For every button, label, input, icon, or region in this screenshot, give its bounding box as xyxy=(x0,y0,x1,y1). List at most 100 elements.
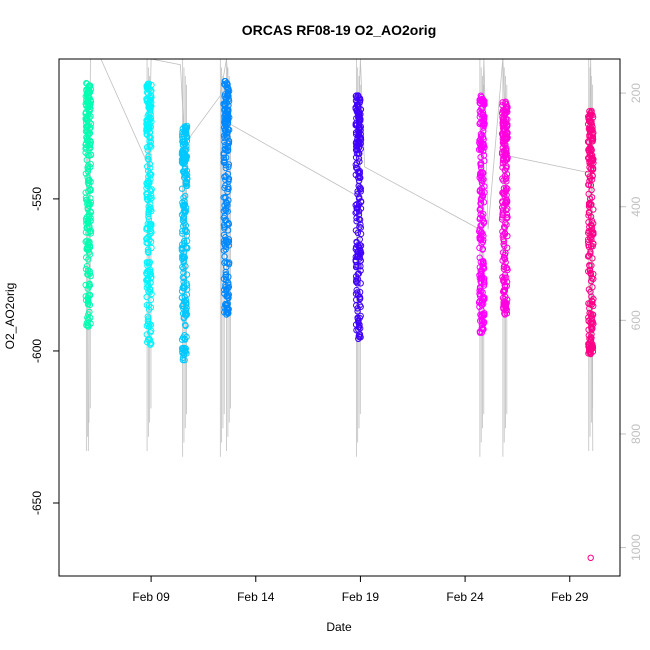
data-point xyxy=(223,293,230,300)
data-point xyxy=(478,93,485,101)
data-point xyxy=(147,321,155,329)
data-point xyxy=(148,143,155,150)
data-point xyxy=(84,165,92,173)
data-point xyxy=(502,151,509,158)
data-point xyxy=(144,246,152,253)
data-point xyxy=(145,213,152,220)
data-point xyxy=(480,219,488,227)
data-point xyxy=(83,96,90,103)
data-point xyxy=(82,229,90,236)
data-point xyxy=(590,270,597,278)
data-point xyxy=(85,201,92,208)
data-point xyxy=(500,265,508,273)
data-point xyxy=(590,302,597,310)
data-point xyxy=(589,311,597,318)
series-5 xyxy=(352,92,365,342)
data-point xyxy=(145,203,152,210)
data-point xyxy=(356,333,363,341)
data-point xyxy=(479,177,486,185)
data-point xyxy=(222,102,229,110)
data-point xyxy=(83,126,90,133)
data-point xyxy=(183,271,191,278)
data-point xyxy=(180,237,188,245)
data-point xyxy=(224,120,231,128)
data-point xyxy=(588,145,595,153)
data-point xyxy=(354,308,361,315)
data-point xyxy=(178,185,186,192)
data-point xyxy=(355,201,363,208)
data-point xyxy=(184,175,191,182)
data-point xyxy=(504,244,511,252)
data-point xyxy=(481,183,488,190)
data-point xyxy=(225,161,233,168)
data-point xyxy=(83,90,91,97)
data-point xyxy=(480,278,488,286)
data-point xyxy=(357,230,365,238)
series-4 xyxy=(220,78,233,318)
data-point xyxy=(82,254,90,261)
data-point xyxy=(87,195,94,202)
data-point xyxy=(83,80,91,88)
data-point xyxy=(500,305,507,313)
data-point xyxy=(480,152,488,159)
data-point xyxy=(179,245,186,253)
data-point xyxy=(477,153,484,161)
data-point xyxy=(589,138,596,145)
data-point xyxy=(356,170,363,177)
data-point xyxy=(586,223,593,231)
data-point xyxy=(588,324,595,332)
data-point xyxy=(357,205,365,212)
data-point xyxy=(85,271,92,279)
data-point xyxy=(480,232,487,240)
data-point xyxy=(146,160,154,168)
data-point xyxy=(353,302,360,309)
data-point xyxy=(224,227,232,234)
plot-frame xyxy=(58,58,621,577)
data-point xyxy=(224,134,231,141)
data-point xyxy=(144,144,151,151)
data-point xyxy=(501,251,509,259)
data-point xyxy=(83,246,90,253)
data-point xyxy=(476,235,483,243)
data-point xyxy=(183,146,190,153)
data-point xyxy=(224,208,231,215)
data-point xyxy=(586,335,593,343)
data-point xyxy=(479,141,486,148)
data-point xyxy=(476,299,483,306)
data-point xyxy=(478,275,486,282)
data-point xyxy=(499,175,506,182)
data-point xyxy=(503,163,510,170)
data-point xyxy=(354,292,362,299)
data-point xyxy=(146,220,153,228)
altitude-trace xyxy=(85,58,594,457)
data-point xyxy=(480,117,487,125)
data-point xyxy=(477,267,484,274)
data-point xyxy=(588,159,595,167)
data-point xyxy=(145,249,152,256)
data-point xyxy=(87,186,94,194)
data-point xyxy=(354,276,362,283)
data-point xyxy=(181,335,188,342)
data-point xyxy=(146,128,154,136)
data-point xyxy=(223,133,230,140)
data-point xyxy=(225,221,233,228)
data-point xyxy=(86,130,94,137)
data-point xyxy=(84,285,92,292)
data-point xyxy=(143,121,151,129)
series-8 xyxy=(584,107,597,561)
data-point xyxy=(148,244,155,252)
data-point xyxy=(500,118,507,125)
data-point xyxy=(223,200,230,207)
data-point xyxy=(84,219,92,227)
data-point xyxy=(85,176,93,183)
data-point xyxy=(500,238,508,245)
data-point xyxy=(355,195,363,202)
data-point xyxy=(82,93,90,100)
data-point xyxy=(480,258,487,265)
data-point xyxy=(477,160,485,167)
data-point xyxy=(147,296,155,304)
data-point xyxy=(355,326,362,333)
data-point xyxy=(180,257,187,264)
data-point xyxy=(355,335,362,342)
data-point xyxy=(352,161,359,169)
